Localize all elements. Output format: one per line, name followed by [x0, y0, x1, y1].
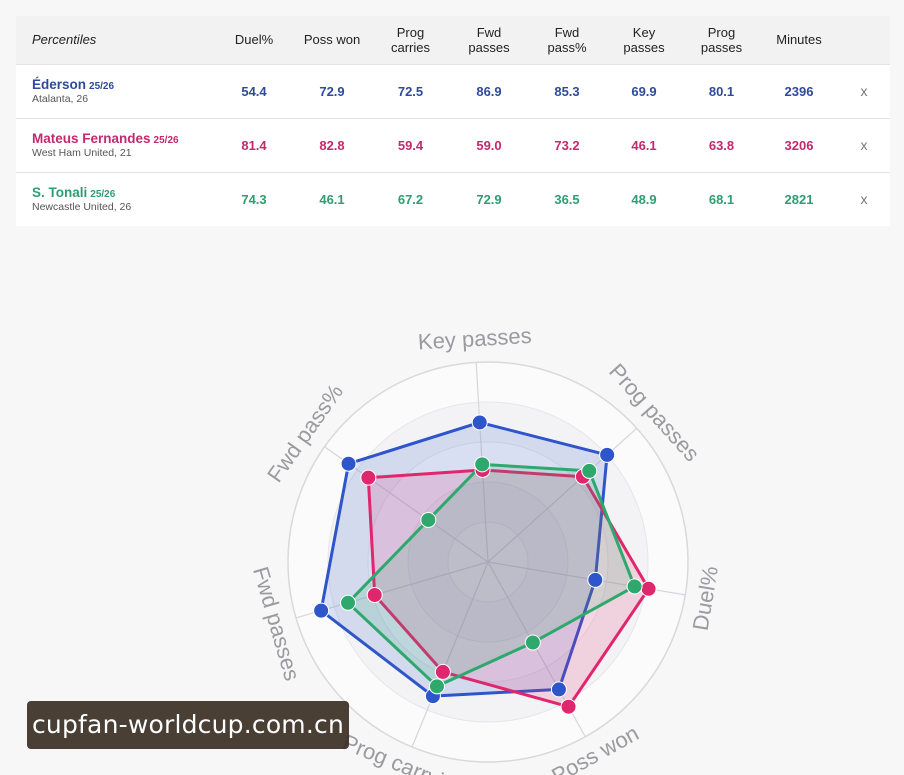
player-name-link[interactable]: Mateus Fernandes [32, 131, 151, 146]
col-remove [838, 16, 890, 64]
stat-value: 59.4 [397, 137, 424, 153]
remove-player-button[interactable]: x [860, 83, 868, 99]
col-fwd-passes: Fwd passes [449, 16, 529, 64]
stat-value: 82.8 [319, 137, 345, 153]
col-label: Key passes [623, 24, 665, 55]
watermark: cupfan-worldcup.com.cn [27, 701, 349, 749]
radar-point [313, 602, 330, 619]
stat-value: 86.9 [476, 83, 502, 99]
col-prog-carries: Prog carries [372, 16, 449, 64]
percentiles-table: Percentiles Duel% Poss won Prog carries F… [16, 16, 890, 226]
radar-point [366, 587, 383, 604]
radar-point [428, 678, 445, 695]
col-poss-won: Poss won [292, 16, 372, 64]
player-season: 25/26 [153, 135, 179, 146]
stat-value: 80.1 [708, 83, 735, 99]
stat-value: 46.1 [631, 137, 657, 153]
player-club: Atalanta, 26 [32, 93, 89, 105]
radar-point [560, 698, 577, 715]
stat-value: 69.9 [631, 83, 657, 99]
radar-point [360, 469, 377, 486]
player-name-link[interactable]: Éderson [32, 77, 87, 92]
stat-value: 67.2 [397, 191, 424, 207]
stat-value: 74.3 [241, 191, 267, 207]
col-label: Poss won [303, 32, 361, 48]
col-prog-passes: Prog passes [683, 16, 760, 64]
col-minutes: Minutes [760, 16, 838, 64]
player-cell: Mateus Fernandes 25/26 West Ham United, 2… [16, 118, 216, 172]
radar-point [340, 455, 357, 472]
percentiles-table-panel: Percentiles Duel% Poss won Prog carries F… [16, 16, 890, 226]
stat-value: 73.2 [554, 137, 580, 153]
col-label: Prog carries [390, 24, 430, 55]
radar-series-area [346, 462, 637, 688]
radar-spoke [411, 561, 489, 748]
player-club: West Ham United, 21 [32, 147, 132, 159]
stat-value: 48.9 [631, 191, 657, 207]
player-row-mateus-fernandes: Mateus Fernandes 25/26 West Ham United, 2… [16, 118, 890, 172]
table-header-row: Percentiles Duel% Poss won Prog carries F… [16, 16, 890, 64]
col-label: Duel% [234, 32, 274, 48]
col-label: Fwd pass% [547, 24, 587, 55]
radar-point [340, 594, 357, 611]
remove-player-button[interactable]: x [860, 137, 868, 153]
radar-point [640, 580, 657, 597]
player-season: 25/26 [89, 81, 115, 92]
minutes-value: 2821 [784, 191, 814, 207]
radar-point [420, 511, 437, 528]
radar-series-area [366, 468, 651, 709]
radar-point [581, 462, 598, 479]
col-key-passes: Key passes [605, 16, 683, 64]
stat-value: 46.1 [319, 191, 345, 207]
stat-value: 72.5 [397, 83, 424, 99]
radar-point [626, 578, 643, 595]
col-label: Prog passes [700, 24, 743, 55]
stat-value: 72.9 [319, 83, 345, 99]
col-label: Minutes [776, 32, 822, 48]
radar-point [524, 634, 541, 651]
stat-value: 72.9 [476, 191, 502, 207]
stat-value: 85.3 [554, 83, 580, 99]
col-duel-pct: Duel% [216, 16, 292, 64]
radar-point [434, 663, 451, 680]
radar-axis-label: Key passes [417, 323, 532, 355]
player-name-link[interactable]: S. Tonali [32, 185, 88, 201]
col-fwd-pass-pct: Fwd pass% [529, 16, 605, 64]
player-cell: S. Tonali 25/26 Newcastle United, 26 [16, 172, 216, 226]
stat-value: 68.1 [708, 191, 735, 207]
remove-player-button[interactable]: x [860, 191, 868, 208]
radar-point [474, 456, 491, 473]
stat-value: 63.8 [708, 137, 735, 153]
stat-value: 59.0 [476, 137, 502, 153]
col-label: Fwd passes [468, 24, 510, 55]
minutes-value: 2396 [784, 83, 814, 99]
player-cell: Éderson 25/26 Atalanta, 26 [16, 64, 216, 118]
player-row-ederson: Éderson 25/26 Atalanta, 26 54.4 72.9 72.5… [16, 64, 890, 118]
minutes-value: 3206 [784, 137, 814, 153]
radar-series-area [319, 420, 609, 698]
percentiles-heading: Percentiles [32, 32, 97, 48]
radar-axis-label: Duel% [688, 564, 723, 632]
stat-value: 81.4 [241, 137, 267, 153]
radar-point [599, 446, 616, 463]
player-season: 25/26 [90, 189, 116, 201]
player-row-s-tonali: S. Tonali 25/26 Newcastle United, 26 74.3… [16, 172, 890, 226]
player-club: Newcastle United, 26 [32, 201, 132, 214]
radar-point [471, 414, 488, 431]
stat-value: 36.5 [554, 191, 580, 207]
radar-point [587, 571, 604, 588]
stat-value: 54.4 [241, 83, 267, 99]
radar-point [550, 681, 567, 698]
